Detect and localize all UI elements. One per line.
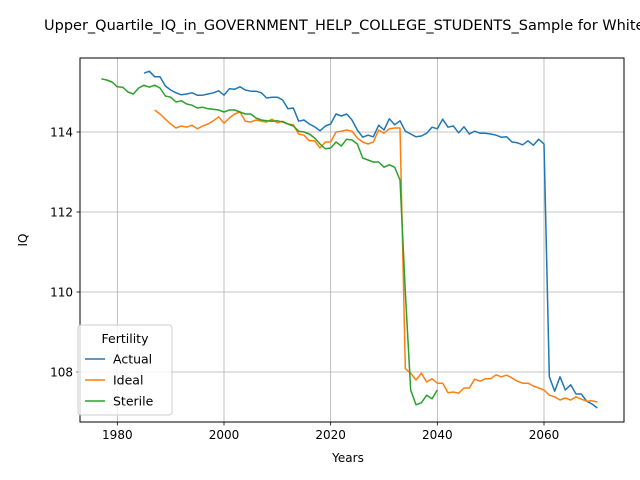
series-line-sterile xyxy=(101,78,438,406)
x-tick-label: 2040 xyxy=(422,428,453,442)
chart-title: Upper_Quartile_IQ_in_GOVERNMENT_HELP_COL… xyxy=(44,18,640,34)
legend-label-sterile: Sterile xyxy=(113,394,154,409)
series-line-ideal xyxy=(154,109,598,403)
x-axis: 1980 2000 2020 2040 2060 xyxy=(102,422,559,442)
series-lines xyxy=(101,70,598,409)
series-line-actual xyxy=(143,70,598,409)
legend-label-actual: Actual xyxy=(113,352,152,367)
x-tick-label: 2020 xyxy=(315,428,346,442)
y-tick-label: 112 xyxy=(50,206,73,220)
y-tick-label: 114 xyxy=(50,126,73,140)
x-tick-label: 2000 xyxy=(209,428,240,442)
legend: Fertility Actual Ideal Sterile xyxy=(77,324,173,416)
legend-title: Fertility xyxy=(102,331,150,346)
x-tick-label: 2060 xyxy=(529,428,560,442)
y-axis-label: IQ xyxy=(16,234,30,247)
x-axis-label: Years xyxy=(331,451,364,465)
y-axis: 108 110 112 114 xyxy=(50,126,80,380)
legend-frame xyxy=(77,324,173,416)
y-tick-label: 110 xyxy=(50,286,73,300)
y-tick-label: 108 xyxy=(50,366,73,380)
plot-area-frame xyxy=(79,57,625,423)
legend-label-ideal: Ideal xyxy=(113,373,143,388)
x-tick-label: 1980 xyxy=(102,428,133,442)
